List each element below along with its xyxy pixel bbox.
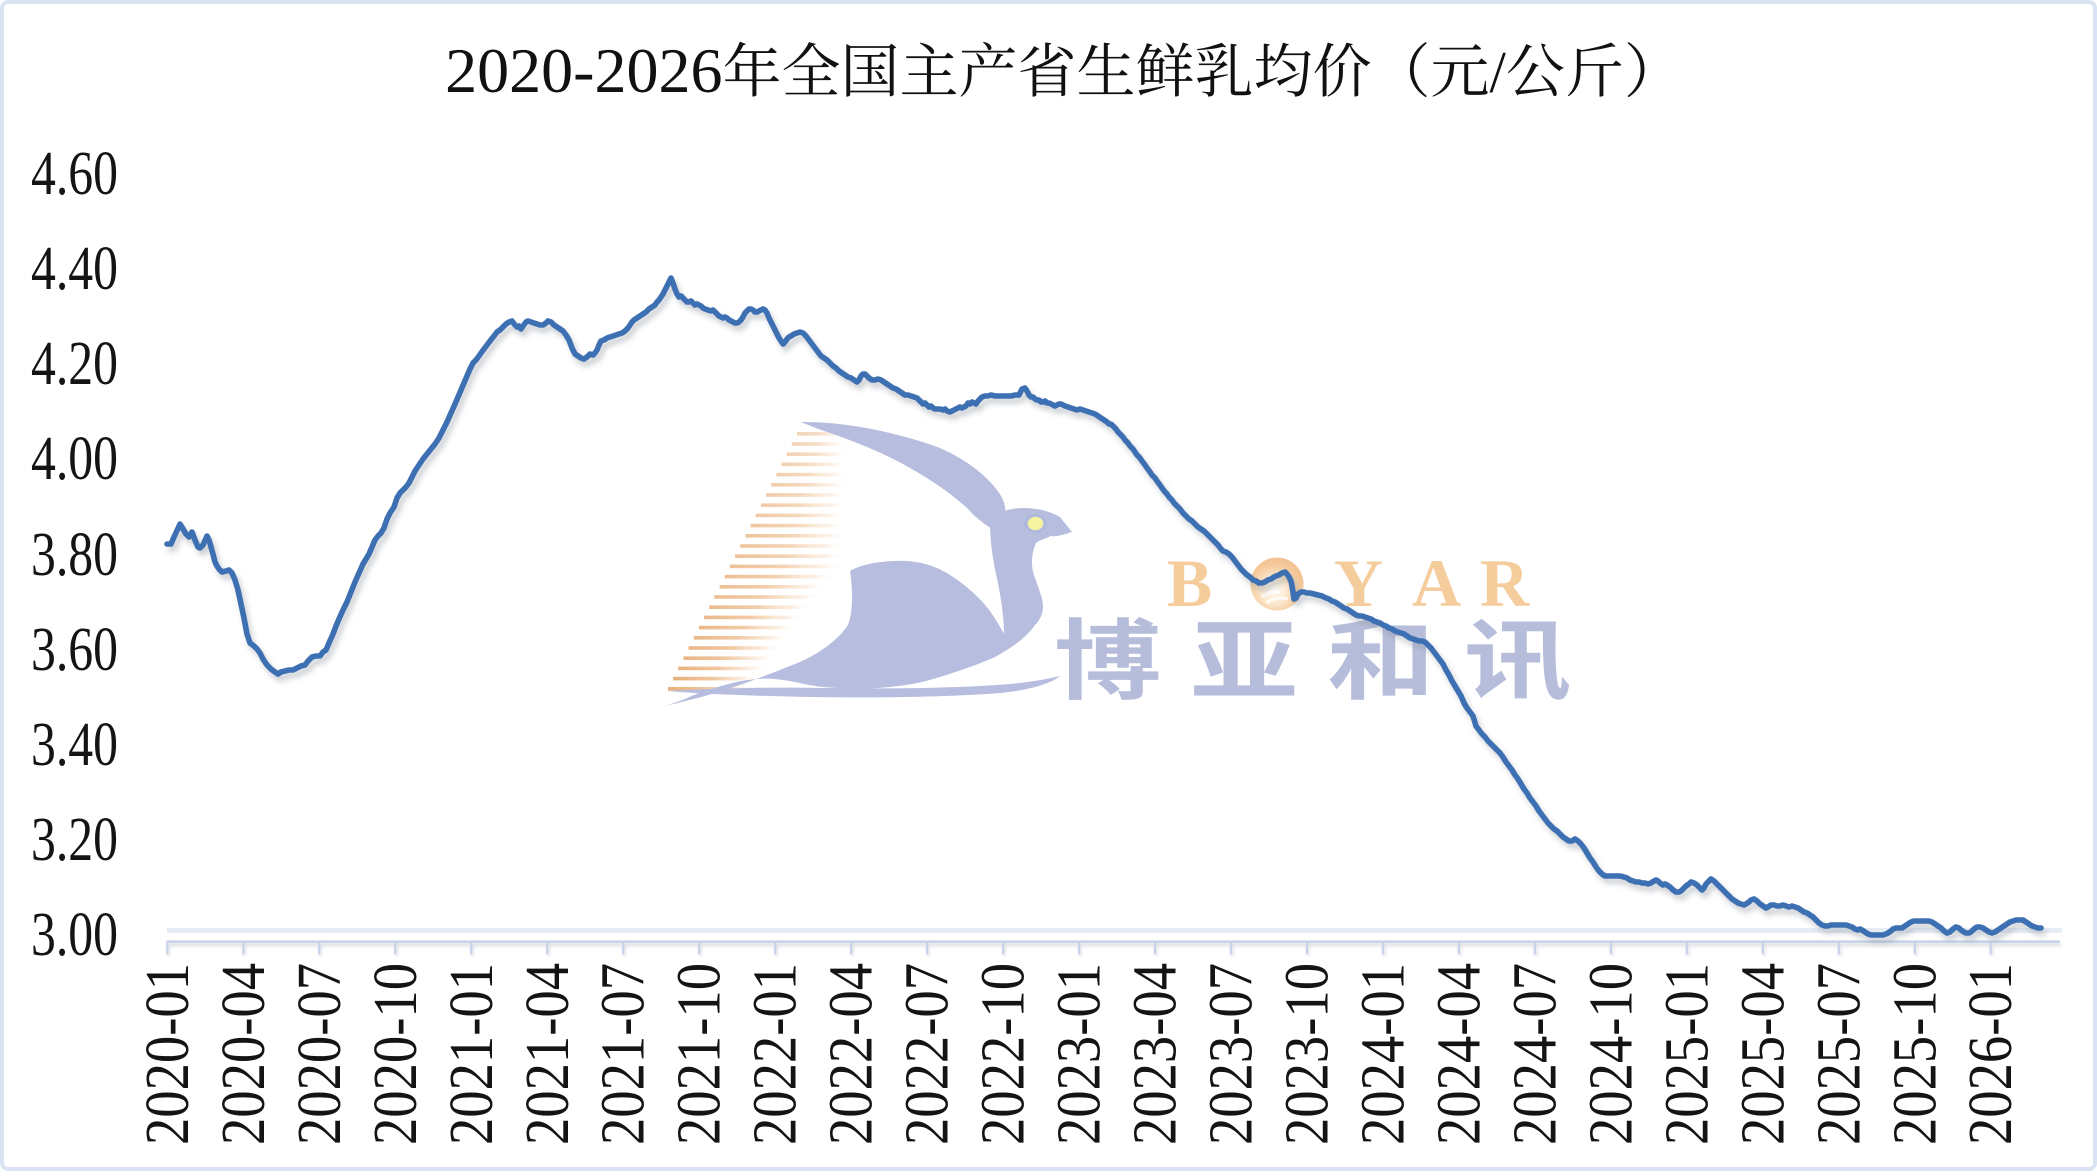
svg-text:2022-01: 2022-01 — [742, 963, 810, 1145]
svg-text:3.00: 3.00 — [31, 901, 118, 969]
svg-text:2022-04: 2022-04 — [818, 963, 886, 1145]
svg-text:2023-01: 2023-01 — [1046, 963, 1114, 1145]
svg-text:4.00: 4.00 — [31, 425, 118, 493]
svg-text:B: B — [1167, 545, 1212, 621]
svg-text:4.40: 4.40 — [31, 235, 118, 303]
svg-text:2021-10: 2021-10 — [666, 963, 734, 1145]
svg-text:3.60: 3.60 — [31, 616, 118, 684]
svg-text:2025-07: 2025-07 — [1805, 963, 1873, 1145]
svg-text:3.20: 3.20 — [31, 806, 118, 874]
svg-text:2020-10: 2020-10 — [362, 963, 430, 1145]
svg-text:2021-07: 2021-07 — [590, 963, 658, 1145]
svg-text:2025-01: 2025-01 — [1653, 963, 1721, 1145]
svg-text:2026-01: 2026-01 — [1957, 963, 2025, 1145]
svg-text:2020-07: 2020-07 — [286, 963, 354, 1145]
svg-text:R: R — [1480, 545, 1530, 621]
svg-text:2024-07: 2024-07 — [1501, 963, 1569, 1145]
svg-text:2021-04: 2021-04 — [514, 963, 582, 1145]
svg-text:2022-07: 2022-07 — [894, 963, 962, 1145]
svg-text:2023-04: 2023-04 — [1122, 963, 1190, 1145]
svg-text:博亚和讯: 博亚和讯 — [1054, 591, 1600, 718]
svg-text:3.40: 3.40 — [31, 711, 118, 779]
svg-text:A: A — [1412, 545, 1461, 621]
svg-text:2024-10: 2024-10 — [1577, 963, 1645, 1145]
svg-text:2023-10: 2023-10 — [1274, 963, 1342, 1145]
svg-text:2021-01: 2021-01 — [438, 963, 506, 1145]
svg-text:2022-10: 2022-10 — [970, 963, 1038, 1145]
svg-text:2020-04: 2020-04 — [210, 963, 278, 1145]
svg-text:2020-2026年全国主产省生鲜乳均价（元/公斤）: 2020-2026年全国主产省生鲜乳均价（元/公斤） — [445, 24, 1683, 109]
svg-text:2024-01: 2024-01 — [1350, 963, 1418, 1145]
svg-text:2020-01: 2020-01 — [134, 963, 202, 1145]
svg-text:3.80: 3.80 — [31, 521, 118, 589]
svg-text:2025-04: 2025-04 — [1729, 963, 1797, 1145]
svg-text:2025-10: 2025-10 — [1881, 963, 1949, 1145]
svg-text:2023-07: 2023-07 — [1198, 963, 1266, 1145]
svg-text:4.20: 4.20 — [31, 330, 118, 398]
svg-text:2024-04: 2024-04 — [1425, 963, 1493, 1145]
svg-text:4.60: 4.60 — [31, 140, 118, 208]
